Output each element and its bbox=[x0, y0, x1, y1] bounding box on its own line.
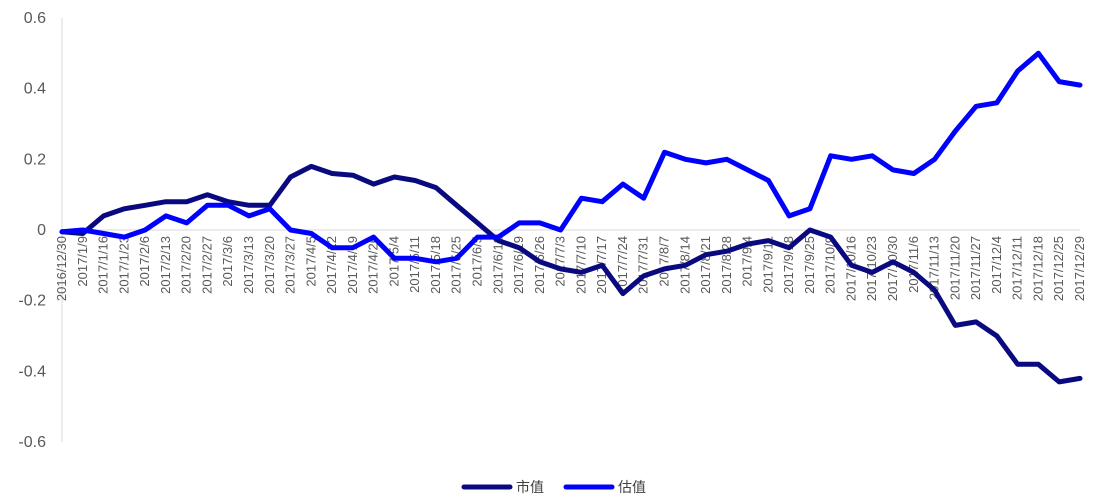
x-tick-label: 2017/4/19 bbox=[345, 236, 360, 294]
y-tick-label: 0 bbox=[37, 222, 46, 239]
x-tick-label: 2017/3/20 bbox=[262, 236, 277, 294]
x-tick-label: 2017/1/23 bbox=[116, 236, 131, 294]
y-tick-label: -0.4 bbox=[18, 363, 46, 380]
x-tick-label: 2017/4/26 bbox=[366, 236, 381, 294]
x-tick-label: 2017/7/10 bbox=[573, 236, 588, 294]
legend-label-market-value: 市值 bbox=[516, 479, 544, 496]
x-tick-label: 2016/12/30 bbox=[54, 236, 69, 301]
x-tick-label: 2017/10/23 bbox=[864, 236, 879, 301]
x-tick-label: 2017/1/9 bbox=[75, 236, 90, 287]
x-tick-label: 2017/2/13 bbox=[158, 236, 173, 294]
x-axis-labels: 2016/12/30 2017/1/9 2017/1/16 2017/1/23 2017… bbox=[54, 236, 1087, 301]
x-tick-label: 2017/12/25 bbox=[1051, 236, 1066, 301]
x-tick-label: 2017/6/5 bbox=[470, 236, 485, 287]
x-tick-label: 2017/1/16 bbox=[96, 236, 111, 294]
x-tick-label: 2017/2/20 bbox=[179, 236, 194, 294]
x-tick-label: 2017/6/12 bbox=[490, 236, 505, 294]
x-tick-label: 2017/6/26 bbox=[532, 236, 547, 294]
x-tick-label: 2017/12/4 bbox=[989, 236, 1004, 294]
x-tick-label: 2017/5/18 bbox=[428, 236, 443, 294]
x-tick-label: 2017/12/29 bbox=[1072, 236, 1087, 301]
x-tick-label: 2017/8/7 bbox=[656, 236, 671, 287]
series-lines bbox=[59, 50, 1083, 385]
x-tick-label: 2017/10/16 bbox=[843, 236, 858, 301]
y-tick-label: -0.6 bbox=[18, 434, 46, 451]
series-line-valuation bbox=[59, 50, 1083, 265]
x-tick-label: 2017/4/12 bbox=[324, 236, 339, 294]
x-tick-label: 2017/3/6 bbox=[220, 236, 235, 287]
x-tick-label: 2017/5/25 bbox=[449, 236, 464, 294]
x-tick-label: 2017/7/24 bbox=[615, 236, 630, 294]
x-tick-label: 2017/2/27 bbox=[199, 236, 214, 294]
series-line-market-value bbox=[59, 163, 1083, 385]
x-tick-label: 2017/8/28 bbox=[719, 236, 734, 294]
x-tick-label: 2017/4/5 bbox=[303, 236, 318, 287]
x-tick-label: 2017/11/20 bbox=[947, 236, 962, 300]
x-tick-label: 2017/9/4 bbox=[740, 236, 755, 287]
y-tick-label: 0.6 bbox=[24, 10, 46, 27]
x-tick-label: 2017/8/21 bbox=[698, 236, 713, 294]
legend: 市值 估值 bbox=[461, 479, 646, 496]
x-tick-label: 2017/5/11 bbox=[407, 236, 422, 293]
x-tick-label: 2017/10/9 bbox=[823, 236, 838, 294]
y-axis-labels: 0.6 0.4 0.2 0 -0.2 -0.4 -0.6 bbox=[18, 10, 46, 451]
y-tick-label: 0.4 bbox=[24, 81, 46, 98]
x-tick-label: 2017/9/11 bbox=[760, 236, 775, 293]
x-tick-label: 2017/10/30 bbox=[885, 236, 900, 301]
x-tick-label: 2017/2/6 bbox=[137, 236, 152, 287]
legend-label-valuation: 估值 bbox=[618, 480, 646, 496]
y-tick-label: -0.2 bbox=[18, 293, 46, 310]
x-tick-label: 2017/5/4 bbox=[386, 236, 401, 287]
x-tick-label: 2017/12/18 bbox=[1030, 236, 1045, 301]
x-tick-label: 2017/7/31 bbox=[636, 236, 651, 294]
x-tick-label: 2017/12/11 bbox=[1010, 236, 1025, 300]
x-tick-label: 2017/3/27 bbox=[283, 236, 298, 294]
x-tick-label: 2017/11/27 bbox=[968, 236, 983, 300]
x-tick-label: 2017/11/6 bbox=[906, 236, 921, 293]
x-tick-label: 2017/7/3 bbox=[553, 236, 568, 287]
x-tick-label: 2017/9/25 bbox=[802, 236, 817, 294]
y-tick-label: 0.2 bbox=[24, 151, 46, 168]
x-tick-label: 2017/9/18 bbox=[781, 236, 796, 294]
x-tick-label: 2017/3/13 bbox=[241, 236, 256, 294]
